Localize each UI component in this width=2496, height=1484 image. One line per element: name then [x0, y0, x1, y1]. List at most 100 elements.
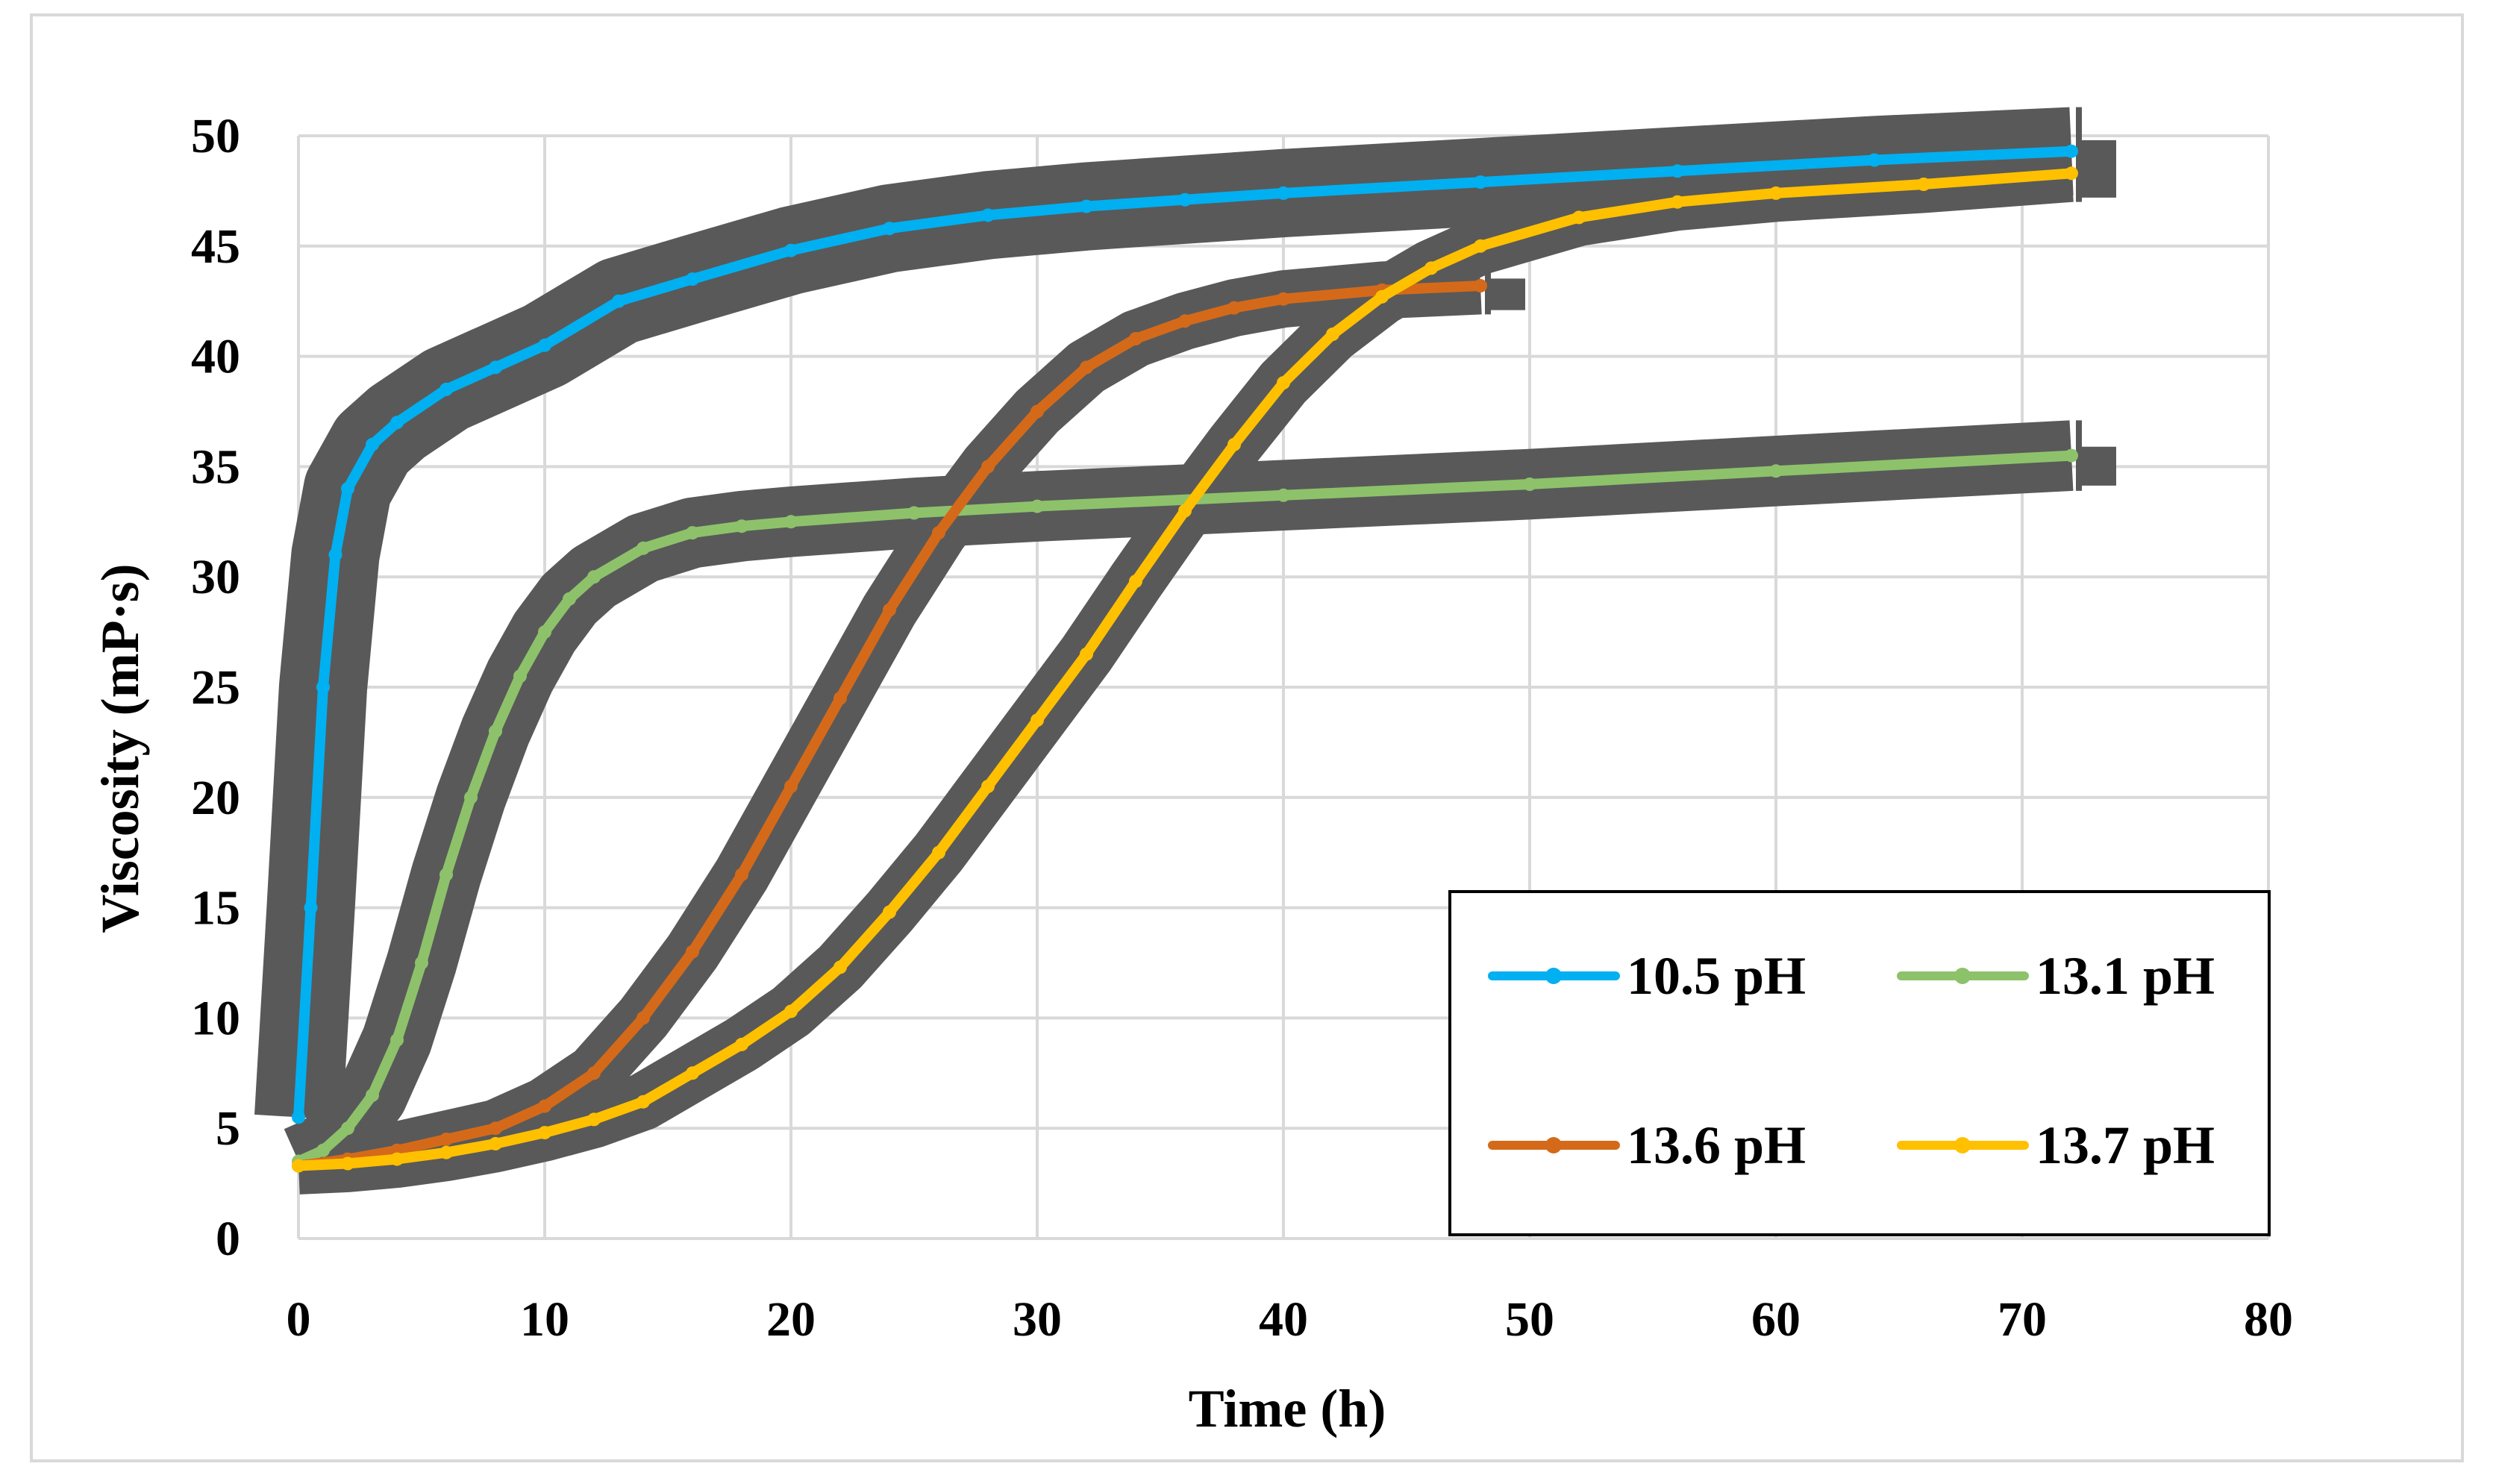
- data-point-13-1-ph-17: [907, 506, 921, 520]
- tick-labels: 0 5 10 15 20 25 30 35 40 45 50 0 10 20 30 40 50 60 70 80: [191, 109, 2293, 1347]
- data-point-13-6-ph-18: [1178, 314, 1192, 328]
- data-point-13-6-ph-19: [1227, 301, 1241, 315]
- legend-box: [1448, 890, 2271, 1236]
- legend-marker-13-1-ph: [1954, 968, 1971, 984]
- data-point-13-7-ph-24: [1474, 239, 1487, 253]
- data-point-10-5-ph-15: [1080, 199, 1093, 213]
- data-point-13-1-ph-8: [489, 724, 502, 739]
- series-line-10-5-ph: [293, 145, 2077, 1123]
- x-tick-label-70: 70: [1998, 1292, 2047, 1347]
- data-point-13-7-ph-9: [735, 1037, 748, 1051]
- data-point-10-5-ph-10: [612, 294, 625, 308]
- data-point-10-5-ph-11: [686, 272, 699, 287]
- data-point-13-7-ph-25: [1572, 210, 1586, 225]
- data-point-13-1-ph-5: [415, 956, 428, 970]
- x-tick-label-10: 10: [520, 1292, 569, 1347]
- data-point-13-1-ph-3: [366, 1088, 379, 1102]
- data-point-10-5-ph-3: [328, 548, 343, 562]
- legend-item-10-5-ph: 10.5 pH: [1488, 946, 1806, 1006]
- data-point-13-1-ph-19: [1277, 488, 1290, 502]
- data-point-13-7-ph-29: [2065, 166, 2078, 181]
- data-point-13-7-ph-11: [833, 960, 847, 974]
- x-tick-label-50: 50: [1505, 1292, 1554, 1347]
- y-tick-label-20: 20: [191, 771, 240, 825]
- x-tick-label-30: 30: [1013, 1292, 1062, 1347]
- data-point-13-1-ph-12: [587, 570, 601, 584]
- data-point-13-7-ph-17: [1129, 574, 1142, 589]
- data-point-13-7-ph-5: [538, 1126, 551, 1140]
- data-point-10-5-ph-16: [1178, 192, 1192, 207]
- data-point-13-1-ph-11: [563, 592, 576, 606]
- data-point-13-1-ph-7: [464, 790, 478, 804]
- data-point-10-5-ph-5: [366, 437, 379, 451]
- data-point-13-7-ph-13: [932, 845, 945, 860]
- series-line-13-7-ph: [293, 168, 2077, 1171]
- data-point-10-5-ph-2: [316, 680, 330, 694]
- data-point-13-6-ph-12: [883, 603, 896, 617]
- y-tick-label-50: 50: [191, 109, 240, 163]
- legend-item-13-7-ph: 13.7 pH: [1897, 1115, 2215, 1175]
- data-point-13-6-ph-10: [784, 780, 798, 793]
- gridlines: [297, 134, 2270, 1240]
- data-point-10-5-ph-17: [1277, 186, 1290, 200]
- data-point-13-1-ph-10: [538, 625, 551, 639]
- data-point-10-5-ph-6: [390, 416, 404, 430]
- data-point-13-6-ph-6: [587, 1066, 601, 1080]
- data-point-10-5-ph-21: [2065, 144, 2078, 158]
- data-point-13-6-ph-8: [686, 945, 699, 959]
- data-point-13-1-ph-4: [390, 1033, 404, 1047]
- data-point-13-6-ph-13: [932, 526, 945, 540]
- data-point-13-7-ph-0: [292, 1159, 305, 1173]
- data-point-13-6-ph-5: [538, 1099, 551, 1113]
- x-tick-label-0: 0: [287, 1292, 311, 1347]
- data-point-13-7-ph-21: [1326, 328, 1339, 341]
- data-point-13-1-ph-13: [636, 541, 650, 555]
- data-point-13-6-ph-3: [440, 1133, 453, 1146]
- data-point-10-5-ph-1: [304, 901, 318, 915]
- y-tick-label-30: 30: [191, 550, 240, 604]
- data-point-13-1-ph-20: [1523, 478, 1536, 491]
- data-point-13-7-ph-1: [341, 1156, 354, 1171]
- data-point-10-5-ph-19: [1671, 164, 1684, 178]
- data-point-10-5-ph-13: [883, 222, 896, 236]
- data-point-13-7-ph-26: [1671, 195, 1684, 209]
- data-point-13-6-ph-4: [489, 1121, 502, 1136]
- y-tick-label-35: 35: [191, 439, 240, 494]
- data-point-13-6-ph-16: [1080, 360, 1093, 375]
- data-point-13-7-ph-16: [1080, 647, 1093, 661]
- data-point-10-5-ph-0: [292, 1110, 305, 1124]
- y-tick-label-0: 0: [216, 1212, 240, 1266]
- legend-marker-10-5-ph: [1545, 968, 1562, 984]
- legend-label-10-5-ph: 10.5 pH: [1627, 946, 1806, 1006]
- data-point-13-7-ph-8: [686, 1066, 699, 1080]
- data-point-13-7-ph-3: [440, 1145, 453, 1159]
- data-point-10-5-ph-4: [341, 482, 354, 495]
- data-point-13-6-ph-15: [1030, 404, 1044, 419]
- y-tick-label-40: 40: [191, 330, 240, 384]
- legend-marker-13-7-ph: [1954, 1137, 1971, 1153]
- data-point-13-7-ph-23: [1424, 261, 1438, 275]
- data-point-13-1-ph-21: [1769, 464, 1783, 478]
- data-point-13-6-ph-22: [1474, 279, 1487, 292]
- legend: 10.5 pH 13.1 pH 13.6 pH 13.7 pH: [1448, 890, 2271, 1236]
- data-point-13-7-ph-10: [784, 1004, 798, 1018]
- data-point-10-5-ph-18: [1474, 175, 1487, 190]
- x-tick-label-80: 80: [2244, 1292, 2293, 1347]
- data-point-13-7-ph-14: [981, 780, 995, 793]
- y-tick-label-15: 15: [191, 881, 240, 936]
- data-point-13-7-ph-19: [1227, 437, 1241, 451]
- data-point-13-6-ph-14: [981, 460, 995, 474]
- data-point-10-5-ph-9: [538, 338, 551, 352]
- data-point-13-1-ph-16: [784, 515, 798, 529]
- data-point-13-1-ph-14: [686, 526, 699, 540]
- data-point-13-7-ph-2: [390, 1152, 404, 1166]
- data-point-10-5-ph-14: [981, 208, 995, 222]
- data-point-13-7-ph-22: [1375, 289, 1389, 304]
- data-point-13-7-ph-4: [489, 1136, 502, 1150]
- legend-label-13-7-ph: 13.7 pH: [2036, 1115, 2215, 1175]
- data-point-13-7-ph-27: [1769, 186, 1783, 200]
- x-tick-label-20: 20: [766, 1292, 816, 1347]
- legend-item-13-6-ph: 13.6 pH: [1488, 1115, 1806, 1175]
- data-point-13-7-ph-6: [587, 1112, 601, 1127]
